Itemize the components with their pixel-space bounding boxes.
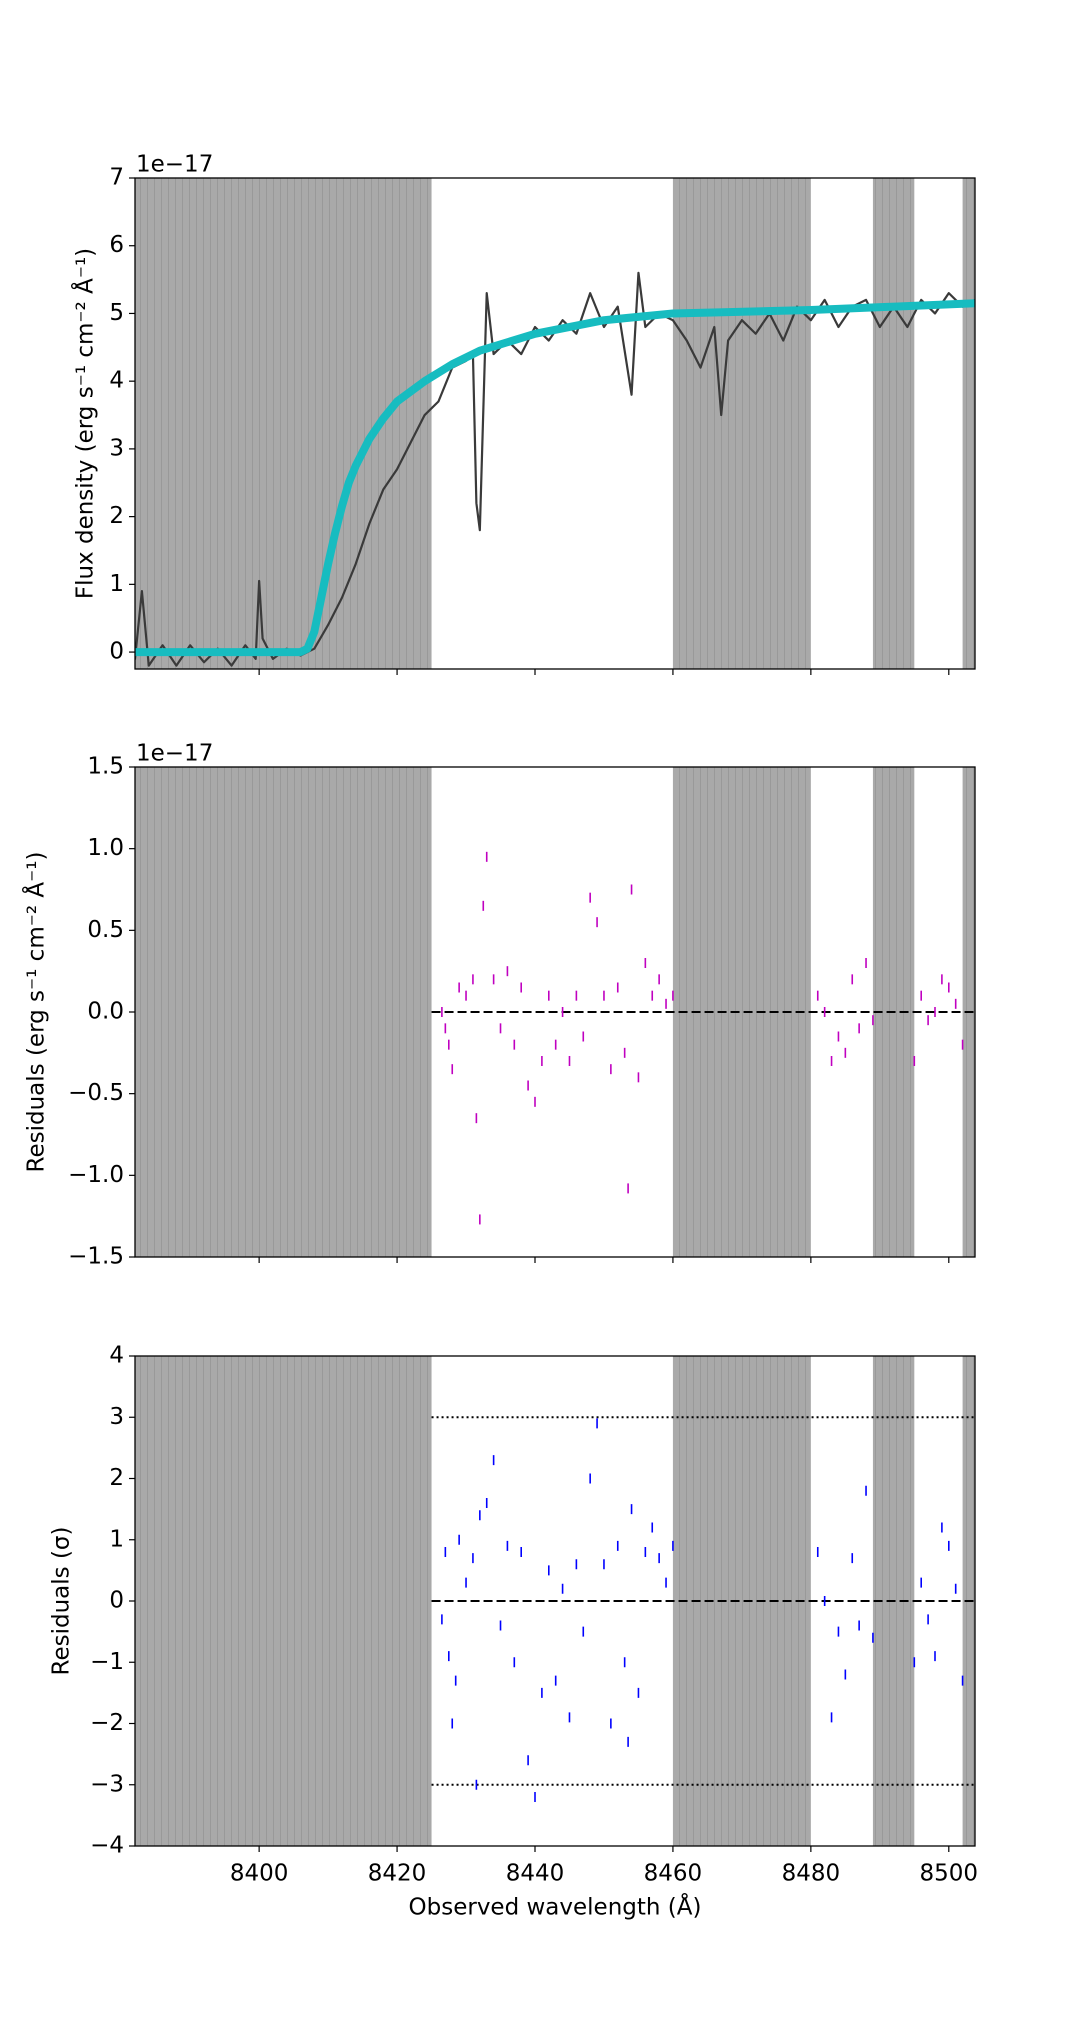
x-tick-label: 8460 — [644, 1861, 703, 1887]
y-tick-label: −4 — [90, 1833, 124, 1859]
y-tick-label: 1 — [109, 1526, 124, 1552]
panel: 0 1 2 3 4 5 6 7 1e−17 Flux density (erg s⁻¹ cm⁻² … — [71, 152, 976, 675]
masked-region — [135, 767, 432, 1257]
y-axis-label: Flux density (erg s⁻¹ cm⁻² Å⁻¹) — [71, 248, 99, 599]
y-axis-label: Residuals (σ) — [49, 1527, 75, 1676]
y-tick-label: 0.0 — [87, 999, 124, 1025]
y-tick-label: −1 — [90, 1649, 124, 1675]
y-tick-label: 2 — [109, 503, 124, 529]
x-tick-label: 8420 — [368, 1861, 427, 1887]
masked-region — [962, 178, 975, 669]
offset-label: 1e−17 — [136, 152, 213, 178]
x-tick-label: 8500 — [920, 1861, 979, 1887]
masked-region — [135, 178, 432, 669]
y-tick-label: 3 — [109, 1404, 124, 1430]
y-tick-label: 4 — [109, 368, 124, 394]
y-tick-label: 5 — [109, 300, 124, 326]
panel: −1.5 −1.0 −0.5 0.0 0.5 1.0 1.5 1e−17 Residuals (… — [22, 741, 976, 1270]
panel: −4 −3 −2 −1 0 1 2 3 4 8400 8420 8440 8460 8480 8500 Res… — [49, 1343, 979, 1921]
masked-region — [872, 178, 915, 669]
y-tick-label: 1.0 — [87, 835, 124, 861]
y-tick-label: 2 — [109, 1465, 124, 1491]
x-axis-label: Observed wavelength (Å) — [409, 1893, 702, 1921]
masked-region — [672, 178, 811, 669]
x-tick-label: 8440 — [506, 1861, 565, 1887]
y-tick-label: −3 — [90, 1771, 124, 1797]
y-tick-label: 1 — [109, 571, 124, 597]
y-tick-label: 6 — [109, 232, 124, 258]
y-axis-label: Residuals (erg s⁻¹ cm⁻² Å⁻¹) — [22, 852, 50, 1173]
y-tick-label: −2 — [90, 1710, 124, 1736]
plot-area — [135, 767, 975, 1257]
y-tick-label: 1.5 — [87, 754, 124, 780]
plot-area — [135, 1356, 975, 1846]
y-tick-label: −0.5 — [68, 1080, 124, 1106]
x-tick-label: 8400 — [230, 1861, 289, 1887]
plot-area — [135, 178, 975, 669]
x-tick-label: 8480 — [782, 1861, 841, 1887]
y-tick-label: 0.5 — [87, 917, 124, 943]
y-tick-label: −1.5 — [68, 1244, 124, 1270]
y-tick-label: 3 — [109, 435, 124, 461]
masked-region — [135, 1356, 432, 1846]
y-tick-label: 0 — [109, 639, 124, 665]
y-tick-label: 4 — [109, 1343, 124, 1369]
model-line — [135, 299, 975, 657]
y-tick-label: −1.0 — [68, 1162, 124, 1188]
offset-label: 1e−17 — [136, 741, 213, 767]
axes-frame — [134, 177, 976, 670]
y-tick-label: 0 — [109, 1588, 124, 1614]
y-tick-label: 7 — [109, 165, 124, 191]
